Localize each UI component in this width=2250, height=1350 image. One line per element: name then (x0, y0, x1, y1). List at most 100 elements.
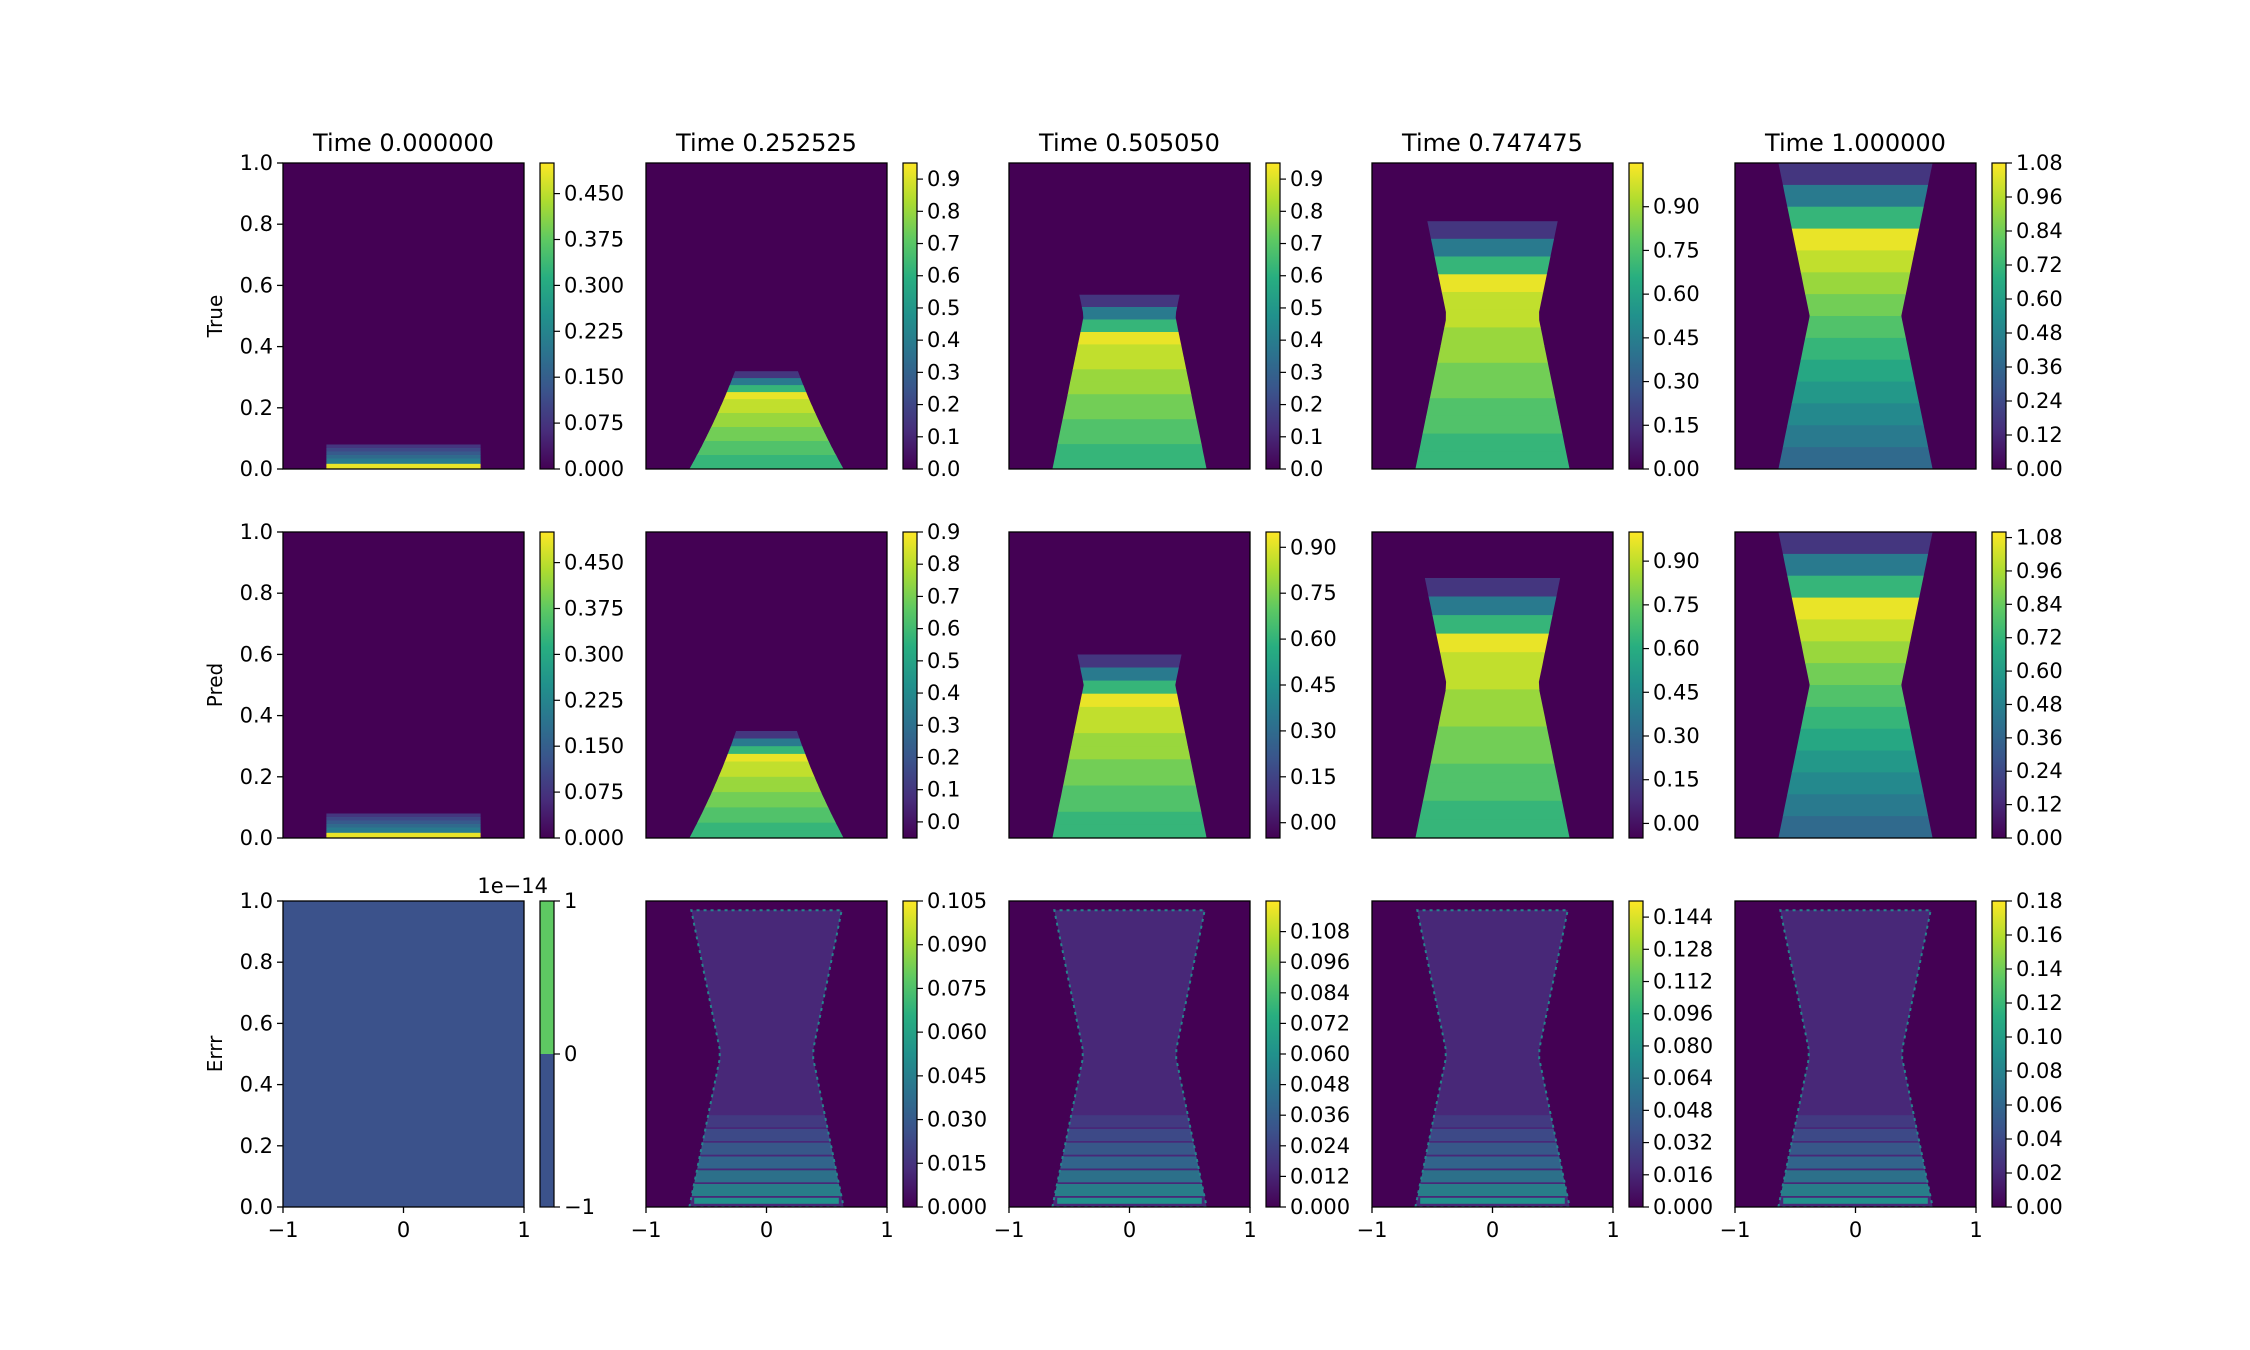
contour-band (1778, 316, 1933, 339)
colorbar-tick-label: 0.015 (927, 1151, 987, 1175)
contour-band (1778, 772, 1933, 795)
error-base (1420, 1197, 1565, 1204)
contour-band (1778, 794, 1933, 817)
colorbar-tick-label: 0.1 (1290, 425, 1323, 449)
y-tick-label: 0.6 (240, 642, 273, 666)
contour-band (689, 392, 844, 400)
colorbar-tick-label: 0.12 (2016, 423, 2063, 447)
colorbar-tick-label: 0.096 (1653, 1002, 1713, 1026)
contour-band (326, 463, 481, 467)
colorbar-tick-label: 1.08 (2016, 526, 2063, 550)
panel-true-1: Time 0.252525 0.0 0.1 0.2 0.3 0.4 0.5 0.6 0.7 0.8… (645, 129, 960, 481)
contour-band (1052, 693, 1207, 708)
colorbar-tick-label: 0.48 (2016, 321, 2063, 345)
contour-band (326, 446, 481, 449)
colorbar (1992, 532, 2006, 838)
x-tick-label: 0 (397, 1218, 410, 1242)
y-tick-label: 0.0 (240, 457, 273, 481)
colorbar (1266, 532, 1280, 838)
colorbar-tick-label: 0.75 (1653, 238, 1700, 262)
colorbar-tick-label: 0.02 (2016, 1161, 2063, 1185)
colorbar-tick-label: 0.6 (927, 617, 960, 641)
y-tick-label: 0.2 (240, 765, 273, 789)
heatmap-field (1052, 654, 1207, 838)
colorbar-tick-label: 0.16 (2016, 923, 2063, 947)
contour-band (1415, 433, 1570, 452)
contour-band (1778, 359, 1933, 383)
colorbar-tick-label: 0.090 (927, 933, 987, 957)
colorbar-tick-label: 0.45 (1290, 673, 1337, 697)
error-band (1778, 1115, 1933, 1128)
heatmap-field (1778, 532, 1933, 838)
contour-band (1415, 596, 1570, 616)
heatmap-field (1778, 163, 1933, 469)
contour-band (326, 813, 481, 816)
x-tick-label: −1 (1720, 1218, 1751, 1242)
y-tick-label: 0.2 (240, 396, 273, 420)
y-tick-label: 1.0 (240, 151, 273, 175)
contour-band (1052, 419, 1207, 433)
column-title: Time 0.252525 (675, 129, 857, 157)
colorbar-tick-label: 0.5 (927, 649, 960, 673)
colorbar-tick-label: 0.000 (927, 1195, 987, 1219)
panel-true-4: Time 1.000000 0.00 0.12 0.24 0.36 0.48 0.60 0.7… (1734, 129, 2063, 481)
x-tick-label: −1 (268, 1218, 299, 1242)
contour-band (1778, 228, 1933, 252)
colorbar-offset: 1e−14 (477, 874, 548, 898)
colorbar-tick-label: 0.7 (927, 584, 960, 608)
y-tick-label: 0.0 (240, 826, 273, 850)
contour-band (1052, 456, 1207, 469)
error-band (1778, 1170, 1933, 1183)
colorbar-frame (1265, 162, 1281, 470)
panel-pred-1: 0.0 0.1 0.2 0.3 0.4 0.5 0.6 0.7 0.8 0.9 (645, 520, 960, 839)
colorbar-tick-label: 0.10 (2016, 1025, 2063, 1049)
colorbar-tick-label: 0.450 (564, 551, 624, 575)
colorbar-tick-label: 0.60 (1653, 637, 1700, 661)
colorbar-tick-label: 0.075 (564, 411, 624, 435)
panel-true-2: Time 0.505050 0.0 0.1 0.2 0.3 0.4 0.5 0.6 0.7 0.8… (1008, 129, 1323, 481)
heatmap-field (326, 444, 481, 469)
contour-band (1778, 706, 1933, 730)
heatmap-field (1415, 221, 1570, 469)
x-tick-label: −1 (994, 1218, 1025, 1242)
contour-band (326, 453, 481, 456)
contour-band (689, 807, 844, 816)
colorbar-tick-label: 0.45 (1653, 326, 1700, 350)
colorbar-tick-label: 0.075 (564, 780, 624, 804)
heatmap-background (283, 532, 524, 838)
colorbar-tick-label: 0.225 (564, 688, 624, 712)
contour-band (1052, 406, 1207, 420)
colorbar-tick-label: 0.8 (927, 552, 960, 576)
contour-band (326, 836, 481, 838)
contour-band (1415, 256, 1570, 275)
contour-band (1415, 345, 1570, 364)
colorbar-tick-label: 0.9 (927, 520, 960, 544)
colorbar-segment (540, 1054, 554, 1207)
colorbar-tick-label: 0.18 (2016, 889, 2063, 913)
contour-band (1415, 782, 1570, 802)
contour-band (1778, 641, 1933, 664)
contour-band (689, 406, 844, 414)
contour-band (1778, 816, 1933, 838)
colorbar-tick-label: 0.15 (1290, 765, 1337, 789)
contour-band (326, 820, 481, 823)
x-tick-label: 1 (1606, 1218, 1619, 1242)
contour-band (1778, 337, 1933, 361)
error-band (1415, 1170, 1570, 1183)
error-band (689, 1129, 844, 1141)
contour-band (689, 753, 844, 763)
colorbar-tick-label: 0.3 (1290, 360, 1323, 384)
colorbar-frame (902, 162, 918, 470)
error-base (1783, 1197, 1928, 1204)
contour-band (1052, 706, 1207, 721)
contour-band (689, 441, 844, 449)
colorbar-tick-label: 0.75 (1653, 593, 1700, 617)
colorbar-tick-label: 0.000 (564, 826, 624, 850)
contour-band (1778, 184, 1933, 208)
contour-band (689, 761, 844, 770)
contour-band (1052, 680, 1207, 695)
contour-band (1778, 163, 1933, 186)
colorbar-frame (1628, 162, 1644, 470)
colorbar-tick-label: 0.60 (1290, 627, 1337, 651)
colorbar-frame (1991, 531, 2007, 839)
